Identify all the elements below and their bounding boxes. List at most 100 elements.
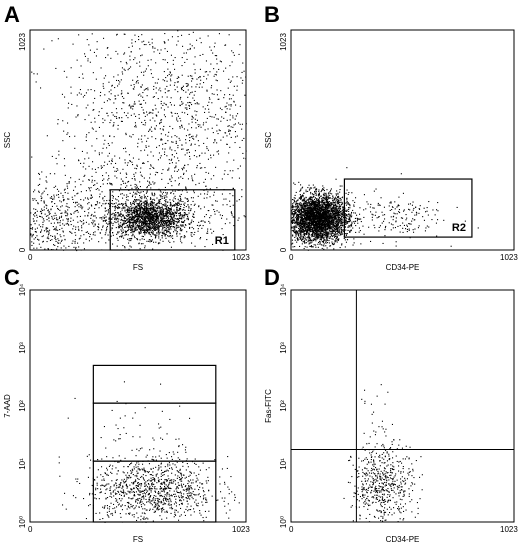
event-dot <box>112 224 114 226</box>
event-dot <box>131 39 133 41</box>
event-dot <box>60 212 62 214</box>
event-dot <box>32 199 34 201</box>
event-dot <box>193 214 195 216</box>
event-dot <box>140 203 142 205</box>
event-dot <box>164 33 166 35</box>
event-dot <box>163 197 165 199</box>
event-dot <box>145 223 147 225</box>
event-dot <box>123 148 125 150</box>
event-dot <box>162 212 164 214</box>
event-dot <box>158 221 160 223</box>
event-dot <box>120 79 122 81</box>
event-dot <box>157 218 159 220</box>
event-dot <box>131 235 133 237</box>
event-dot <box>143 204 145 206</box>
event-dot <box>159 157 161 159</box>
event-dot <box>308 211 310 213</box>
event-dot <box>216 200 218 202</box>
event-dot <box>78 160 80 162</box>
event-dot <box>230 211 232 213</box>
event-dot <box>339 201 341 203</box>
event-dot <box>136 62 138 64</box>
event-dot <box>203 75 205 77</box>
event-dot <box>91 205 93 207</box>
event-dot <box>134 199 136 201</box>
event-dot <box>55 239 57 241</box>
event-dot <box>147 223 149 225</box>
event-dot <box>233 225 235 227</box>
event-dot <box>311 224 313 226</box>
event-dot <box>137 215 139 217</box>
event-dot <box>296 241 298 243</box>
event-dot <box>333 224 335 226</box>
event-dot <box>150 69 152 71</box>
event-dot <box>145 219 147 221</box>
event-dot <box>138 100 140 102</box>
event-dot <box>168 90 170 92</box>
event-dot <box>132 79 134 81</box>
event-dot <box>134 196 136 198</box>
event-dot <box>153 195 155 197</box>
event-dot <box>39 215 41 217</box>
event-dot <box>118 203 120 205</box>
event-dot <box>47 215 49 217</box>
event-dot <box>179 216 181 218</box>
event-dot <box>51 155 53 157</box>
event-dot <box>177 202 179 204</box>
event-dot <box>354 201 356 203</box>
event-dot <box>130 206 132 208</box>
event-dot <box>241 139 243 141</box>
event-dot <box>129 213 131 215</box>
event-dot <box>303 222 305 224</box>
event-dot <box>132 134 134 136</box>
event-dot <box>94 211 96 213</box>
event-dot <box>146 209 148 211</box>
event-dot <box>343 206 345 208</box>
event-dot <box>122 204 124 206</box>
event-dot <box>161 214 163 216</box>
event-dot <box>133 175 135 177</box>
event-dot <box>146 225 148 227</box>
event-dot <box>92 221 94 223</box>
event-dot <box>121 216 123 218</box>
event-dot <box>130 227 132 229</box>
event-dot <box>182 215 184 217</box>
event-dot <box>173 219 175 221</box>
event-dot <box>155 204 157 206</box>
event-dot <box>47 194 49 196</box>
event-dot <box>43 200 45 202</box>
event-dot <box>129 211 131 213</box>
event-dot <box>229 170 231 172</box>
event-dot <box>159 200 161 202</box>
event-dot <box>108 217 110 219</box>
event-dot <box>159 215 161 217</box>
event-dot <box>323 194 325 196</box>
event-dot <box>134 229 136 231</box>
event-dot <box>320 220 322 222</box>
event-dot <box>73 201 75 203</box>
event-dot <box>146 187 148 189</box>
event-dot <box>31 236 33 238</box>
event-dot <box>199 54 201 56</box>
event-dot <box>218 33 220 35</box>
event-dot <box>335 238 337 240</box>
event-dot <box>133 103 135 105</box>
event-dot <box>80 206 82 208</box>
event-dot <box>226 119 228 121</box>
event-dot <box>187 84 189 86</box>
event-dot <box>154 211 156 213</box>
event-dot <box>117 231 119 233</box>
event-dot <box>295 212 297 214</box>
event-dot <box>147 221 149 223</box>
event-dot <box>191 242 193 244</box>
event-dot <box>335 207 337 209</box>
event-dot <box>147 209 149 211</box>
event-dot <box>174 218 176 220</box>
event-dot <box>293 222 295 224</box>
event-dot <box>74 195 76 197</box>
event-dot <box>242 79 244 81</box>
event-dot <box>300 215 302 217</box>
event-dot <box>111 228 113 230</box>
event-dot <box>50 222 52 224</box>
event-dot <box>181 218 183 220</box>
